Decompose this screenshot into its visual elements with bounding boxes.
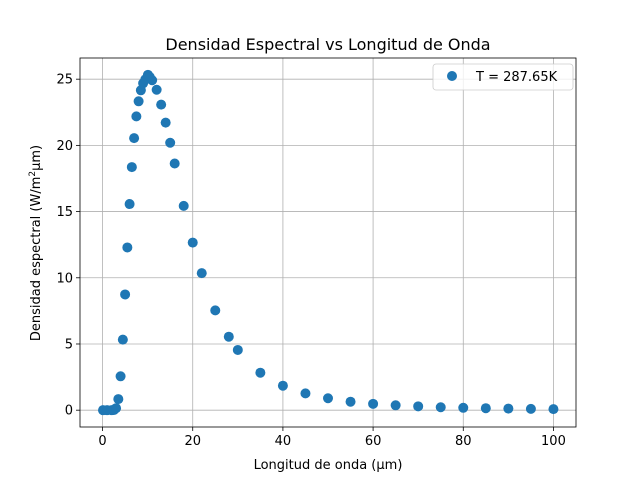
data-point (169, 158, 180, 169)
y-tick-label: 10 (56, 271, 73, 286)
data-point (178, 200, 189, 211)
data-point (133, 96, 144, 107)
data-point (165, 137, 176, 148)
data-point (413, 401, 424, 412)
x-tick-label: 60 (365, 434, 382, 449)
data-point (129, 133, 140, 144)
y-axis-label: Densidad espectral (W/m2μm) (28, 145, 44, 341)
x-axis-label: Longitud de onda (μm) (254, 458, 403, 473)
data-point (223, 331, 234, 342)
x-tick-label: 40 (275, 434, 292, 449)
legend-marker (447, 71, 457, 81)
data-point (126, 162, 137, 173)
legend-box (432, 63, 574, 91)
x-tick-label: 100 (541, 434, 566, 449)
data-point (390, 400, 401, 411)
x-tick-label: 0 (98, 434, 106, 449)
data-point (156, 99, 167, 110)
y-tick-label: 25 (56, 73, 73, 88)
data-point (113, 394, 124, 405)
y-tick-label: 20 (56, 139, 73, 154)
data-point (115, 371, 126, 382)
data-point (525, 403, 536, 414)
chart-title: Densidad Espectral vs Longitud de Onda (165, 35, 490, 54)
legend: T = 287.65K (432, 63, 574, 91)
data-point (160, 117, 171, 128)
data-point (124, 199, 135, 210)
data-point (503, 403, 514, 414)
axis-ticks: 0 20 40 60 80 100 0 5 10 15 20 25 (56, 73, 565, 449)
x-tick-label: 80 (455, 434, 472, 449)
data-point (120, 289, 131, 300)
legend-label: T = 287.65K (475, 70, 558, 85)
data-point (435, 402, 446, 413)
data-point (196, 268, 207, 279)
data-point (255, 367, 266, 378)
data-point (368, 398, 379, 409)
data-point (323, 393, 333, 404)
data-point (480, 403, 491, 414)
y-tick-label: 0 (65, 404, 73, 419)
data-point (187, 237, 198, 248)
data-point (345, 396, 356, 407)
data-point (232, 344, 243, 355)
data-point (300, 388, 311, 399)
data-point (111, 403, 122, 414)
data-point (548, 404, 559, 415)
data-point (122, 242, 133, 253)
data-point (277, 380, 288, 391)
y-tick-label: 5 (65, 337, 73, 352)
data-point (151, 84, 162, 95)
y-tick-label: 15 (56, 205, 73, 220)
series-points (97, 69, 559, 416)
data-point (458, 402, 469, 413)
data-point (117, 334, 128, 345)
data-point (147, 75, 158, 86)
data-point (210, 305, 221, 316)
plot-frame (79, 57, 577, 428)
x-tick-label: 20 (184, 434, 201, 449)
data-point (131, 111, 142, 122)
